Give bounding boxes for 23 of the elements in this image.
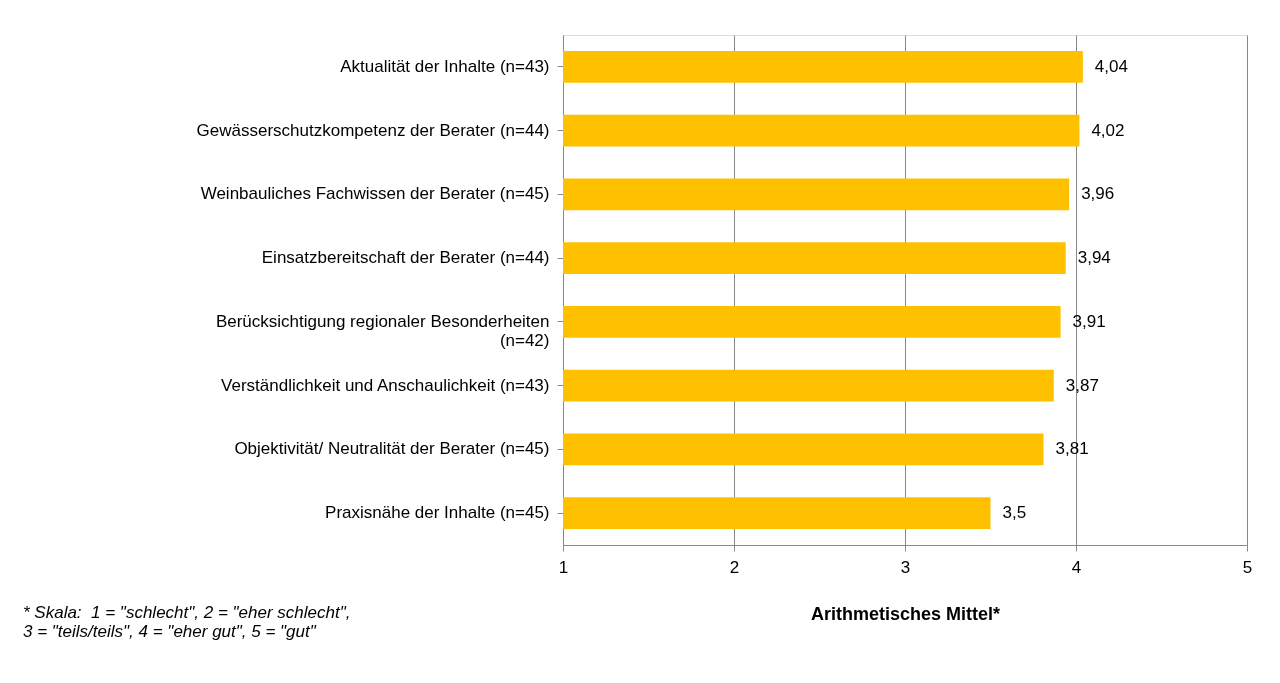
x-tick-label: 2: [729, 557, 740, 577]
y-tick-label: Objektivität/ Neutralität der Berater (n=45): [234, 439, 550, 459]
y-tick-label: Praxisnähe der Inhalte (n=45): [325, 503, 550, 523]
x-tick-label: 3: [900, 557, 911, 577]
y-tick-label: Gewässerschutzkompetenz der Berater (n=44): [196, 120, 550, 140]
y-tick-label: Einsatzbereitschaft der Berater (n=44): [261, 248, 550, 268]
y-tick-label: Berücksichtigung regionaler Besonderheiten (n=42): [215, 311, 550, 350]
y-tick-label: Aktualität der Inhalte (n=43): [340, 56, 550, 76]
data-label: 3,87: [1065, 375, 1099, 395]
data-label: 3,5: [1002, 503, 1027, 523]
data-label: 3,96: [1081, 184, 1115, 204]
x-tick-label: 5: [1242, 557, 1253, 577]
x-tick-label: 1: [558, 557, 569, 577]
data-label: 3,94: [1077, 248, 1111, 268]
data-label: 4,02: [1091, 120, 1125, 140]
text: * Skala: 1 = "schlecht", 2 = "eher schlecht", 3 = "teils/teils", 4 = "eher gut", 5 = "gut": [23, 603, 351, 641]
y-tick-label: Weinbauliches Fachwissen der Berater (n=45): [200, 184, 550, 204]
data-label: 4,04: [1094, 56, 1128, 76]
x-axis-title: Arithmetisches Mittel*: [810, 603, 1001, 624]
x-tick-label: 4: [1071, 557, 1082, 577]
y-tick-label: Verständlichkeit und Anschaulichkeit (n=43): [221, 375, 550, 395]
data-label: 3,91: [1072, 311, 1106, 331]
data-label: 3,81: [1055, 439, 1089, 459]
